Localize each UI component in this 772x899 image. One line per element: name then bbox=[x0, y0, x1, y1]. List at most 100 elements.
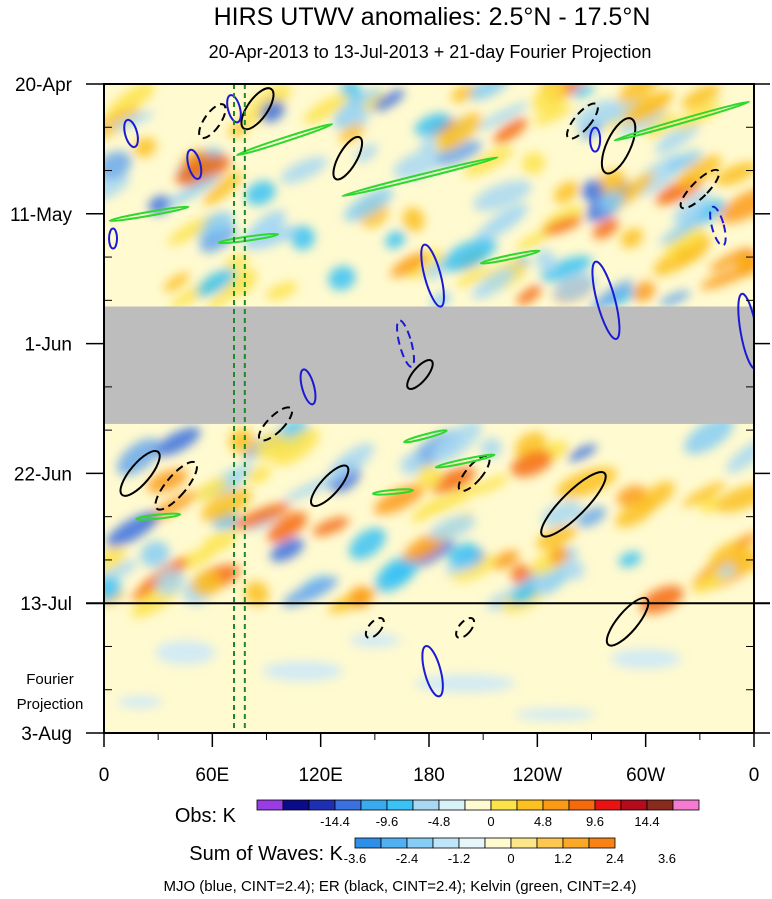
anomaly-blob bbox=[581, 179, 604, 202]
colorbar-tick-label: -14.4 bbox=[320, 814, 350, 829]
anomaly-blob bbox=[383, 560, 417, 584]
waves-colorbar: -3.6 -2.4 -1.2 0 1.2 2.4 3.6 bbox=[344, 837, 676, 866]
colorbar-tick-label: -2.4 bbox=[396, 851, 418, 866]
anomaly-blob bbox=[708, 247, 752, 272]
x-tick-label: 120E bbox=[298, 765, 342, 786]
anomaly-blob bbox=[104, 107, 140, 140]
anomaly-blob bbox=[432, 421, 482, 463]
projection-blob bbox=[415, 674, 516, 693]
anomaly-blob bbox=[349, 527, 386, 560]
anomaly-blob bbox=[510, 450, 553, 477]
anomaly-blob bbox=[491, 550, 520, 570]
anomaly-blob bbox=[493, 117, 528, 144]
y-tick-label: 3-Aug bbox=[21, 724, 72, 745]
anomaly-blob bbox=[244, 581, 269, 607]
anomaly-blob bbox=[521, 152, 546, 175]
anomaly-blob bbox=[104, 577, 122, 601]
anomaly-blob bbox=[105, 511, 159, 548]
colorbar-swatch bbox=[256, 799, 284, 811]
waves-colorbar-label: Sum of Waves: K bbox=[189, 843, 343, 865]
anomaly-blob bbox=[624, 92, 670, 124]
wave-contour bbox=[420, 243, 445, 308]
anomaly-blob bbox=[475, 101, 529, 132]
colorbar-swatch bbox=[464, 799, 492, 811]
colorbar-swatch bbox=[594, 799, 622, 811]
anomaly-blob bbox=[463, 146, 514, 177]
colorbar-swatch bbox=[490, 799, 518, 811]
anomaly-blob bbox=[592, 218, 619, 239]
anomaly-blob bbox=[440, 237, 497, 272]
colorbar-tick-label: 0 bbox=[487, 814, 494, 829]
wave-contour bbox=[403, 429, 448, 444]
anomaly-blob bbox=[469, 84, 511, 101]
colorbar-swatch bbox=[432, 837, 460, 849]
wave-contour bbox=[421, 644, 444, 698]
anomaly-blob bbox=[283, 473, 343, 502]
anomaly-blob bbox=[427, 483, 482, 515]
wave-contour bbox=[406, 359, 434, 391]
anomaly-blob bbox=[659, 290, 691, 307]
anomaly-blob bbox=[280, 156, 328, 184]
wave-contour bbox=[455, 616, 476, 639]
anomaly-blob bbox=[245, 465, 272, 484]
wave-contour bbox=[457, 454, 491, 493]
anomaly-blob bbox=[516, 285, 542, 306]
wave-contour bbox=[371, 488, 414, 496]
anomaly-blob bbox=[447, 542, 478, 566]
colorbar-tick-label: -3.6 bbox=[344, 851, 366, 866]
projection-blob bbox=[349, 633, 400, 648]
anomaly-blob bbox=[402, 207, 425, 232]
anomaly-blob bbox=[655, 121, 700, 154]
y-tick-label: 20-Apr bbox=[15, 75, 73, 96]
anomaly-blob bbox=[563, 559, 585, 581]
chart-title: HIRS UTWV anomalies: 2.5°N - 17.5°N bbox=[214, 3, 651, 31]
anomaly-blob bbox=[674, 100, 722, 131]
colorbar-swatch bbox=[568, 799, 596, 811]
y-tick-label: 11-May bbox=[10, 205, 72, 226]
anomaly-blob bbox=[196, 268, 236, 297]
anomaly-blob bbox=[456, 266, 491, 288]
projection-blob bbox=[610, 648, 681, 669]
anomaly-blob bbox=[618, 84, 663, 106]
anomaly-blob bbox=[682, 481, 726, 507]
x-tick-label: 0 bbox=[99, 765, 110, 786]
projection-blob bbox=[155, 640, 216, 665]
wave-contour bbox=[434, 453, 496, 469]
anomaly-blob bbox=[436, 140, 482, 166]
colorbar-swatch bbox=[380, 837, 408, 849]
anomaly-blob bbox=[574, 99, 622, 130]
y-axis: 20-Apr 11-May 1-Jun 22-Jun 13-Jul 3-Aug bbox=[10, 75, 770, 745]
anomaly-blob bbox=[589, 279, 633, 313]
colorbar-swatch bbox=[536, 837, 564, 849]
wave-contour bbox=[600, 117, 637, 175]
plot-area bbox=[104, 84, 754, 733]
missing-data-band bbox=[104, 306, 754, 424]
footnote: MJO (blue, CINT=2.4); ER (black, CINT=2.… bbox=[163, 878, 636, 895]
anomaly-blob bbox=[110, 111, 154, 130]
y-tick-label: 13-Jul bbox=[20, 594, 72, 615]
anomaly-blob bbox=[542, 216, 583, 235]
colorbar-tick-label: -1.2 bbox=[448, 851, 470, 866]
wave-contours bbox=[108, 87, 754, 698]
anomaly-blob bbox=[516, 228, 554, 251]
colorbar-swatch bbox=[282, 799, 310, 811]
colorbar-swatch bbox=[672, 799, 700, 811]
x-tick-label: 120W bbox=[513, 765, 563, 786]
anomaly-blob bbox=[531, 85, 566, 113]
anomaly-blob bbox=[676, 155, 722, 188]
anomaly-blob bbox=[175, 154, 231, 186]
wave-contour bbox=[364, 616, 385, 639]
anomaly-blob bbox=[229, 428, 255, 455]
anomaly-blob bbox=[536, 525, 577, 550]
colorbar-swatch bbox=[354, 837, 382, 849]
colorbar-swatch bbox=[562, 837, 590, 849]
anomaly-blob bbox=[640, 585, 684, 614]
wave-contour bbox=[235, 123, 334, 157]
x-tick-label: 0 bbox=[749, 765, 760, 786]
colorbar-swatch bbox=[386, 799, 414, 811]
anomaly-blob bbox=[202, 530, 237, 554]
wave-contour bbox=[186, 148, 203, 180]
anomaly-blob bbox=[178, 548, 215, 570]
anomaly-blob bbox=[598, 191, 625, 212]
